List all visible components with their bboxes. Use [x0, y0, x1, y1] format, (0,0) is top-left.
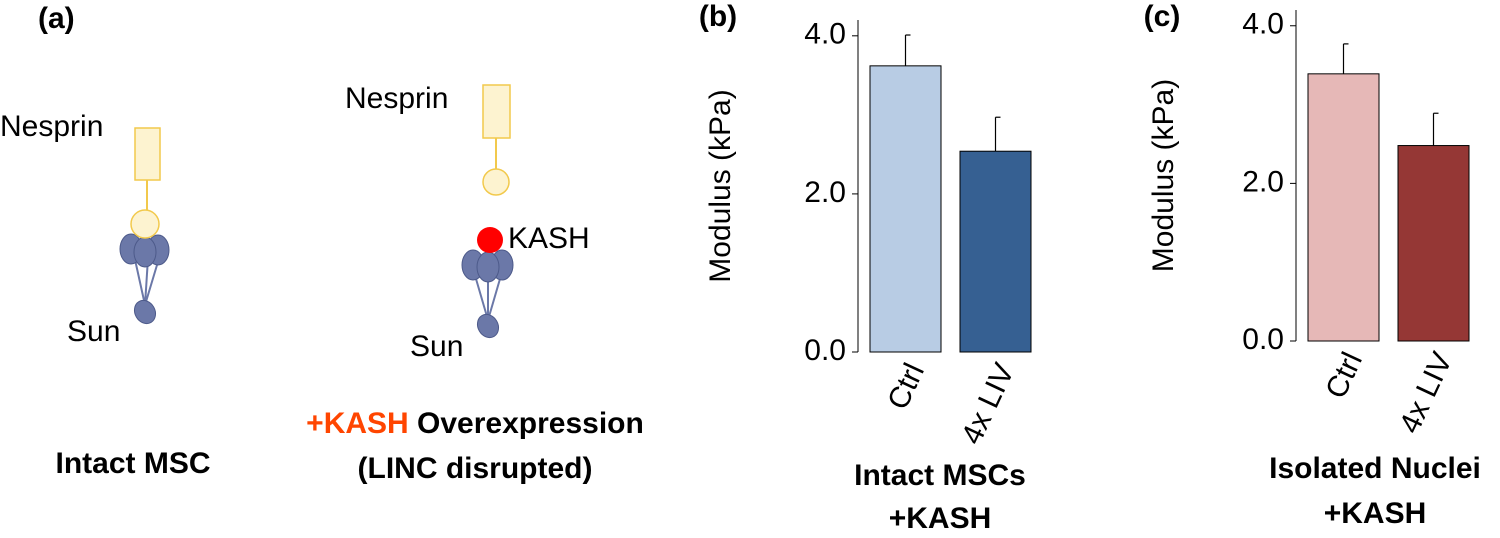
sun-shape: [476, 251, 500, 283]
y-axis-title: Modulus (kPa): [704, 89, 737, 282]
y-axis-title: Modulus (kPa): [1147, 79, 1180, 272]
kash-overexpressed: [477, 227, 503, 253]
panel-label: (c): [1144, 0, 1181, 33]
label: KASH: [508, 222, 590, 255]
bar: [959, 150, 1032, 353]
bar: [869, 65, 942, 353]
y-tick-label: 4.0: [804, 18, 846, 51]
y-tick-label: 4.0: [1242, 8, 1284, 41]
sun-shape: [133, 236, 157, 268]
sun-link: [133, 254, 146, 306]
sun-link: [473, 271, 489, 321]
caption: Intact MSC: [55, 447, 210, 480]
kash-domain: [130, 209, 160, 239]
kash-domain: [482, 168, 510, 196]
nesprin-shape: [482, 84, 511, 139]
caption: +KASH Overexpression: [306, 407, 644, 440]
y-tick-label: 2.0: [1242, 165, 1284, 198]
x-axis-title: +KASH: [1324, 497, 1427, 530]
sun-shape: [133, 299, 157, 325]
caption: (LINC disrupted): [358, 452, 593, 485]
x-axis-title: +KASH: [889, 502, 992, 535]
y-tick-label: 0.0: [804, 334, 846, 367]
bar: [1397, 145, 1470, 342]
panel-label: (b): [699, 0, 737, 33]
nesprin-shape: [134, 127, 161, 181]
bar: [1307, 73, 1380, 342]
x-axis-title: Isolated Nuclei: [1269, 452, 1481, 485]
y-tick-label: 0.0: [1242, 323, 1284, 356]
label: Nesprin: [0, 110, 103, 143]
disrupted-diagram: Nesprin KASH Sun +KASH Overexpression (L…: [306, 82, 644, 485]
intact-diagram: Nesprin Sun Intact MSC: [0, 110, 211, 480]
label: Sun: [67, 315, 120, 348]
label: Sun: [410, 330, 463, 363]
x-tick-label: 4x LIV: [1393, 347, 1459, 438]
caption-highlight: +KASH: [306, 407, 409, 440]
x-tick-label: Ctrl: [881, 358, 931, 414]
x-tick-label: Ctrl: [1319, 347, 1369, 403]
x-tick-label: 4x LIV: [955, 358, 1021, 449]
y-tick-label: 2.0: [804, 176, 846, 209]
label: Nesprin: [345, 82, 448, 115]
panel-label: (a): [38, 2, 75, 35]
x-axis-title: Intact MSCs: [854, 459, 1026, 492]
sun-shape: [476, 313, 500, 339]
caption-text: Overexpression: [409, 407, 644, 440]
